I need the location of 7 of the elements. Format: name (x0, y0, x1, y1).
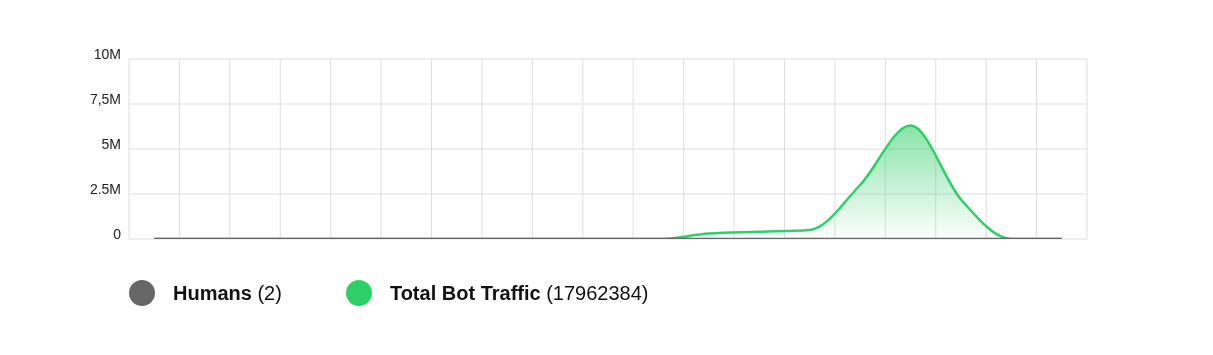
y-tick-label: 7,5M (89, 90, 121, 107)
y-tick-label: 5M (101, 135, 121, 152)
legend-label: Humans (2) (173, 281, 282, 305)
y-tick-label: 0 (113, 225, 122, 242)
y-tick-label: 10M (93, 45, 121, 62)
y-tick-label: 2.5M (89, 180, 121, 197)
legend-label: Total Bot Traffic (17962384) (389, 281, 649, 305)
